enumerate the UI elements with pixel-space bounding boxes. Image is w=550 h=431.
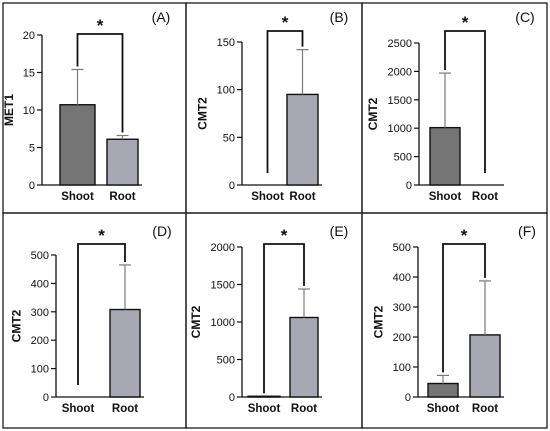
panel-label: (B) (330, 9, 349, 25)
y-tick-label: 1500 (388, 95, 412, 107)
significance-star: * (98, 226, 105, 245)
panel-frame (2, 212, 187, 429)
significance-star: * (461, 226, 468, 245)
panel-label: (F) (518, 223, 536, 239)
y-tick-label: 100 (31, 364, 49, 376)
category-label: Shoot (62, 403, 95, 415)
y-tick-label: 5 (29, 143, 35, 155)
y-tick-label: 15 (23, 68, 35, 80)
category-label: Root (291, 403, 317, 415)
bar-shoot (247, 395, 281, 398)
y-tick-label: 2500 (388, 38, 412, 50)
y-axis-title: CMT2 (372, 305, 386, 338)
significance-star: * (97, 16, 104, 35)
y-tick-label: 10 (23, 105, 35, 117)
y-tick-label: 400 (393, 272, 411, 284)
y-tick-label: 1000 (211, 317, 235, 329)
panel-label: (D) (152, 223, 171, 239)
y-tick-label: 100 (393, 362, 411, 374)
bar-shoot (59, 104, 96, 186)
category-label: Root (112, 403, 138, 415)
y-tick-label: 500 (217, 355, 235, 367)
y-tick-label: 0 (406, 180, 412, 192)
category-label: Shoot (427, 403, 460, 415)
chart-panel-1: 0 5 10 15 20 MET1 Shoot Root * (A) (2, 2, 187, 214)
significance-bracket (77, 243, 126, 385)
y-tick-label: 0 (405, 392, 411, 404)
y-tick-label: 50 (223, 132, 235, 144)
y-tick-label: 300 (393, 302, 411, 314)
significance-star: * (462, 13, 469, 32)
y-tick-label: 2000 (211, 242, 235, 254)
y-axis-title: CMT2 (189, 305, 203, 338)
bar-root (286, 93, 319, 186)
y-tick-label: 1000 (388, 123, 412, 135)
significance-star: * (282, 13, 289, 32)
chart-panel-2: 0 50 100 150 CMT2 Shoot Root * (B) (185, 2, 363, 214)
panel-frame (361, 212, 548, 429)
y-tick-label: 150 (217, 37, 235, 49)
significance-bracket (444, 30, 486, 173)
y-tick-label: 300 (31, 307, 49, 319)
category-label: Shoot (61, 191, 94, 203)
chart-panel-5: 0 500 1000 1500 2000 CMT2 Shoot Root * (E) (185, 212, 363, 429)
panel-label: (A) (152, 9, 171, 25)
y-axis-title: CMT2 (196, 97, 210, 130)
bar-shoot (427, 382, 459, 398)
y-tick-label: 0 (229, 392, 235, 404)
y-tick-label: 20 (23, 30, 35, 42)
y-axis-title: MET1 (2, 94, 16, 126)
y-tick-label: 1500 (211, 280, 235, 292)
y-tick-label: 100 (217, 85, 235, 97)
y-tick-label: 400 (31, 278, 49, 290)
significance-bracket (266, 30, 304, 173)
significance-bracket (76, 33, 124, 133)
significance-star: * (281, 226, 288, 245)
category-label: Shoot (429, 191, 462, 203)
category-label: Root (289, 191, 315, 203)
y-tick-label: 0 (229, 180, 235, 192)
bar-root (106, 138, 139, 186)
chart-panel-4: 0 100 200 300 400 500 CMT2 Shoot Root * (D) (2, 212, 187, 429)
y-tick-label: 500 (393, 242, 411, 254)
panel-frame (185, 2, 363, 214)
bar-root (469, 334, 501, 398)
panel-label: (C) (515, 9, 534, 25)
category-label: Root (472, 403, 498, 415)
y-axis-title: CMT2 (366, 97, 380, 130)
category-label: Shoot (251, 191, 284, 203)
bar-shoot (429, 126, 461, 186)
y-tick-label: 0 (43, 392, 49, 404)
significance-bracket (442, 243, 486, 373)
category-label: Root (109, 191, 135, 203)
category-label: Root (472, 191, 498, 203)
y-tick-label: 500 (31, 250, 49, 262)
category-label: Shoot (248, 403, 281, 415)
panel-label: (E) (330, 223, 349, 239)
y-tick-label: 2000 (388, 66, 412, 78)
bar-root (109, 308, 141, 398)
y-tick-label: 500 (394, 152, 412, 164)
y-tick-label: 200 (31, 335, 49, 347)
y-tick-label: 0 (29, 180, 35, 192)
chart-panel-3: 0 500 1000 1500 2000 2500 CMT2 Shoot Root * (C) (361, 2, 548, 214)
y-tick-label: 200 (393, 332, 411, 344)
y-axis-title: CMT2 (10, 309, 24, 342)
chart-panel-6: 0 100 200 300 400 500 CMT2 Shoot Root * (F) (361, 212, 548, 429)
bar-root (289, 316, 319, 398)
significance-bracket (263, 243, 305, 394)
